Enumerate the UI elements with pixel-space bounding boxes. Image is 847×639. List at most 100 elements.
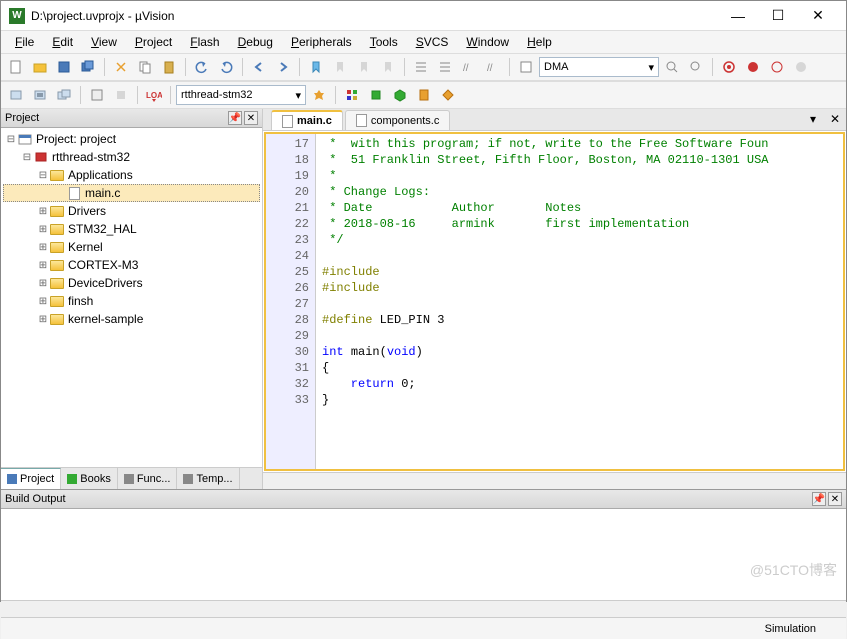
panel-close-icon[interactable]: ✕ bbox=[244, 111, 258, 125]
build-panel: Build Output 📌 ✕ bbox=[1, 489, 846, 617]
menu-debug[interactable]: Debug bbox=[230, 33, 281, 51]
tree-expander-icon[interactable]: ⊞ bbox=[37, 242, 49, 253]
tree-group-applications[interactable]: ⊟Applications bbox=[3, 166, 260, 184]
config-wizard-icon[interactable] bbox=[437, 84, 459, 106]
rebuild-icon[interactable] bbox=[53, 84, 75, 106]
tree-group-stm32_hal[interactable]: ⊞STM32_HAL bbox=[3, 220, 260, 238]
pin-icon[interactable]: 📌 bbox=[812, 492, 826, 506]
tree-group-kernel[interactable]: ⊞Kernel bbox=[3, 238, 260, 256]
editor-tab-components-c[interactable]: components.c bbox=[345, 110, 450, 130]
menu-view[interactable]: View bbox=[83, 33, 125, 51]
uncomment-icon[interactable]: // bbox=[482, 56, 504, 78]
batch-build-icon[interactable] bbox=[86, 84, 108, 106]
pack-installer-icon[interactable] bbox=[389, 84, 411, 106]
tree-group-finsh[interactable]: ⊞finsh bbox=[3, 292, 260, 310]
nav-fwd-icon[interactable] bbox=[272, 56, 294, 78]
folder-icon bbox=[49, 204, 65, 218]
tree-group-kernel-sample[interactable]: ⊞kernel-sample bbox=[3, 310, 260, 328]
menu-project[interactable]: Project bbox=[127, 33, 180, 51]
find-in-files-icon[interactable] bbox=[515, 56, 537, 78]
indent-icon[interactable] bbox=[410, 56, 432, 78]
redo-icon[interactable] bbox=[215, 56, 237, 78]
comment-icon[interactable]: // bbox=[458, 56, 480, 78]
breakpoint-disable-icon[interactable] bbox=[766, 56, 788, 78]
build-icon[interactable] bbox=[29, 84, 51, 106]
editor-panel: main.ccomponents.c ▾ ✕ 17181920212223242… bbox=[263, 109, 846, 489]
pin-icon[interactable]: 📌 bbox=[228, 111, 242, 125]
tree-expander-icon[interactable]: ⊞ bbox=[37, 314, 49, 325]
chevron-down-icon: ▾ bbox=[648, 61, 654, 74]
tree-group-devicedrivers[interactable]: ⊞DeviceDrivers bbox=[3, 274, 260, 292]
code-area[interactable]: * with this program; if not, write to th… bbox=[316, 134, 843, 469]
target-combo[interactable]: rtthread-stm32▾ bbox=[176, 85, 306, 105]
tree-file-main-c[interactable]: main.c bbox=[3, 184, 260, 202]
menu-tools[interactable]: Tools bbox=[362, 33, 406, 51]
incremental-find-icon[interactable] bbox=[685, 56, 707, 78]
tree-expander-icon[interactable]: ⊞ bbox=[37, 224, 49, 235]
breakpoint-icon[interactable] bbox=[742, 56, 764, 78]
debug-icon[interactable] bbox=[718, 56, 740, 78]
tree-expander-icon[interactable]: ⊞ bbox=[37, 206, 49, 217]
maximize-button[interactable]: ☐ bbox=[758, 2, 798, 30]
download-icon[interactable]: LOAD bbox=[143, 84, 165, 106]
stop-build-icon[interactable] bbox=[110, 84, 132, 106]
bookmark-prev-icon[interactable] bbox=[329, 56, 351, 78]
save-icon[interactable] bbox=[53, 56, 75, 78]
tree-expander-icon[interactable]: ⊞ bbox=[37, 278, 49, 289]
project-tab-project[interactable]: Project bbox=[1, 468, 61, 489]
menu-edit[interactable]: Edit bbox=[44, 33, 81, 51]
tree-expander-icon[interactable]: ⊞ bbox=[37, 296, 49, 307]
tree-root[interactable]: ⊟Project: project bbox=[3, 130, 260, 148]
project-tab-books[interactable]: Books bbox=[61, 468, 118, 489]
tree-group-drivers[interactable]: ⊞Drivers bbox=[3, 202, 260, 220]
menu-flash[interactable]: Flash bbox=[182, 33, 227, 51]
nav-back-icon[interactable] bbox=[248, 56, 270, 78]
undo-icon[interactable] bbox=[191, 56, 213, 78]
open-icon[interactable] bbox=[29, 56, 51, 78]
menu-peripherals[interactable]: Peripherals bbox=[283, 33, 360, 51]
project-tree[interactable]: ⊟Project: project⊟rtthread-stm32⊟Applica… bbox=[1, 128, 262, 467]
manage-icon[interactable] bbox=[341, 84, 363, 106]
breakpoint-kill-icon[interactable] bbox=[790, 56, 812, 78]
editor-tab-main-c[interactable]: main.c bbox=[271, 110, 343, 130]
chevron-down-icon: ▾ bbox=[295, 89, 301, 102]
outdent-icon[interactable] bbox=[434, 56, 456, 78]
build-hscroll[interactable] bbox=[1, 600, 846, 617]
translate-icon[interactable] bbox=[5, 84, 27, 106]
menu-file[interactable]: File bbox=[7, 33, 42, 51]
project-tab-temp..[interactable]: Temp... bbox=[177, 468, 239, 489]
tree-expander-icon[interactable]: ⊞ bbox=[37, 260, 49, 271]
menu-window[interactable]: Window bbox=[458, 33, 517, 51]
books-icon[interactable] bbox=[413, 84, 435, 106]
tree-expander-icon[interactable]: ⊟ bbox=[21, 152, 33, 163]
tree-group-cortex-m3[interactable]: ⊞CORTEX-M3 bbox=[3, 256, 260, 274]
tree-target[interactable]: ⊟rtthread-stm32 bbox=[3, 148, 260, 166]
editor-close-icon[interactable]: ✕ bbox=[824, 108, 846, 130]
bookmark-icon[interactable] bbox=[305, 56, 327, 78]
status-mode: Simulation bbox=[765, 623, 816, 635]
bookmark-next-icon[interactable] bbox=[353, 56, 375, 78]
editor-hscroll[interactable] bbox=[263, 472, 846, 489]
minimize-button[interactable]: — bbox=[718, 2, 758, 30]
project-tab-func..[interactable]: Func... bbox=[118, 468, 178, 489]
menu-svcs[interactable]: SVCS bbox=[408, 33, 457, 51]
file-icon bbox=[282, 115, 293, 128]
copy-icon[interactable] bbox=[134, 56, 156, 78]
manage-components-icon[interactable] bbox=[365, 84, 387, 106]
build-output-body[interactable] bbox=[1, 509, 846, 600]
tab-menu-icon[interactable]: ▾ bbox=[802, 108, 824, 130]
bookmark-clear-icon[interactable] bbox=[377, 56, 399, 78]
paste-icon[interactable] bbox=[158, 56, 180, 78]
tree-expander-icon[interactable]: ⊟ bbox=[37, 170, 49, 181]
folder-icon bbox=[17, 132, 33, 146]
cut-icon[interactable] bbox=[110, 56, 132, 78]
save-all-icon[interactable] bbox=[77, 56, 99, 78]
menu-help[interactable]: Help bbox=[519, 33, 560, 51]
panel-close-icon[interactable]: ✕ bbox=[828, 492, 842, 506]
tree-expander-icon[interactable]: ⊟ bbox=[5, 134, 17, 145]
find-icon[interactable] bbox=[661, 56, 683, 78]
find-combo[interactable]: DMA▾ bbox=[539, 57, 659, 77]
close-button[interactable]: ✕ bbox=[798, 2, 838, 30]
options-icon[interactable] bbox=[308, 84, 330, 106]
new-file-icon[interactable] bbox=[5, 56, 27, 78]
